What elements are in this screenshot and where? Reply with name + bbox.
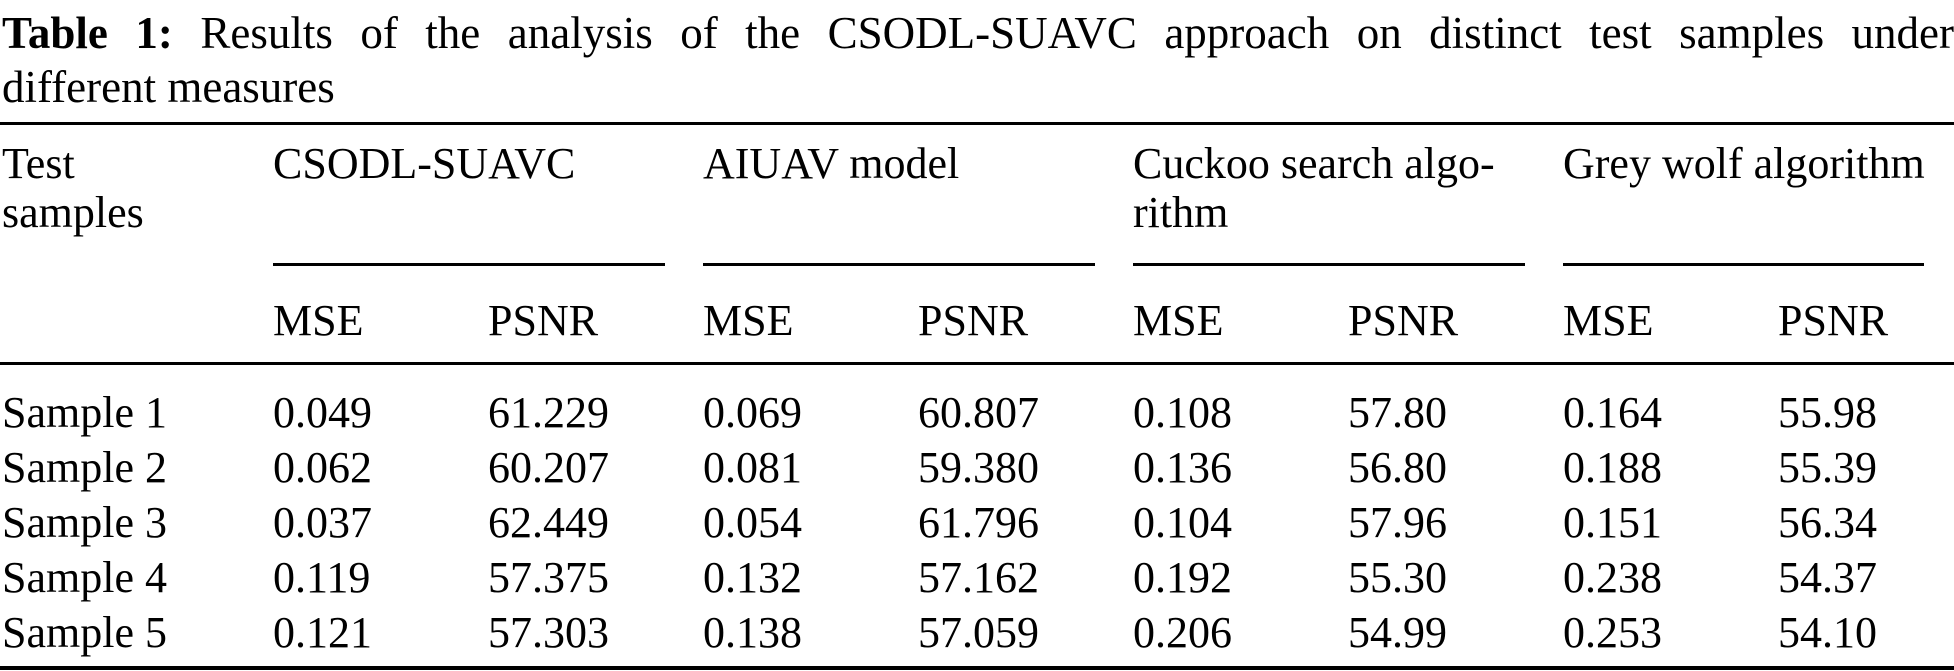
table-cell: 0.164 <box>1563 388 1662 437</box>
table-cell: 57.80 <box>1348 388 1447 437</box>
column-group-aiuav-model: AIUAV model <box>703 125 1133 266</box>
subheader-psnr: PSNR <box>1778 296 1889 345</box>
table-caption-line2: different measures <box>2 62 335 112</box>
measures-header-row: MSE PSNR MSE PSNR MSE PSNR MSE PSNR <box>0 266 1954 365</box>
table-cell: 61.229 <box>488 388 609 437</box>
table-cell: 61.796 <box>918 498 1039 547</box>
table-cell: 59.380 <box>918 443 1039 492</box>
table-cell: 0.121 <box>273 608 372 657</box>
table-cell: 0.192 <box>1133 553 1232 602</box>
column-group-grey-wolf: Grey wolf algorithm <box>1563 125 1954 266</box>
table-cell: 0.069 <box>703 388 802 437</box>
table-caption-line1: Table 1: Results of the analysis of the … <box>2 6 1954 60</box>
row-label: Sample 1 <box>2 388 167 437</box>
subheader-mse: MSE <box>703 296 794 345</box>
table-cell: 0.054 <box>703 498 802 547</box>
table-cell: 0.188 <box>1563 443 1662 492</box>
table-cell: 62.449 <box>488 498 609 547</box>
subheader-mse: MSE <box>1563 296 1654 345</box>
table-cell: 56.34 <box>1778 498 1877 547</box>
table-cell: 0.138 <box>703 608 802 657</box>
table-cell: 0.108 <box>1133 388 1232 437</box>
table-cell: 60.807 <box>918 388 1039 437</box>
row-label: Sample 3 <box>2 498 167 547</box>
column-group-cuckoo-search: Cuckoo search algo­rithm <box>1133 125 1563 266</box>
table-cell: 0.132 <box>703 553 802 602</box>
subheader-mse: MSE <box>1133 296 1224 345</box>
group-underline <box>273 263 665 266</box>
table-cell: 0.206 <box>1133 608 1232 657</box>
table-cell: 57.96 <box>1348 498 1447 547</box>
table-cell: 55.39 <box>1778 443 1877 492</box>
column-header-test-samples: Test samples <box>2 139 144 237</box>
row-label: Sample 5 <box>2 608 167 657</box>
subheader-mse: MSE <box>273 296 364 345</box>
subheader-psnr: PSNR <box>918 296 1029 345</box>
table-cell: 57.375 <box>488 553 609 602</box>
table-cell: 0.104 <box>1133 498 1232 547</box>
table-cell: 54.99 <box>1348 608 1447 657</box>
table-cell: 57.303 <box>488 608 609 657</box>
table-cell: 0.062 <box>273 443 372 492</box>
row-label: Sample 2 <box>2 443 167 492</box>
table-cell: 0.081 <box>703 443 802 492</box>
subheader-psnr: PSNR <box>488 296 599 345</box>
empty-header-cell <box>0 266 273 362</box>
row-label: Sample 4 <box>2 553 167 602</box>
table-cell: 0.049 <box>273 388 372 437</box>
table-cell: 57.162 <box>918 553 1039 602</box>
table-caption-text: Results of the analysis of the CSODL-SUA… <box>200 8 1954 58</box>
table-cell: 57.059 <box>918 608 1039 657</box>
table-cell: 0.119 <box>273 553 371 602</box>
group-underline <box>703 263 1095 266</box>
table-body: Sample 1 0.049 61.229 0.069 60.807 0.108… <box>0 365 1954 666</box>
column-group-csodl-suavc: CSODL-SUAVC <box>273 125 703 266</box>
table-cell: 0.253 <box>1563 608 1662 657</box>
table-caption: Table 1: Results of the analysis of the … <box>2 6 1954 114</box>
group-underline <box>1563 263 1924 266</box>
table-number-label: Table 1: <box>2 8 173 58</box>
table-cell: 55.98 <box>1778 388 1877 437</box>
table-cell: 0.151 <box>1563 498 1662 547</box>
subheader-psnr: PSNR <box>1348 296 1459 345</box>
table-cell: 0.238 <box>1563 553 1662 602</box>
table-cell: 0.136 <box>1133 443 1232 492</box>
table-cell: 0.037 <box>273 498 372 547</box>
table-cell: 60.207 <box>488 443 609 492</box>
group-header-row: Test samples CSODL-SUAVC AIUAV model Cuc… <box>0 125 1954 266</box>
group-underline <box>1133 263 1525 266</box>
table-cell: 54.37 <box>1778 553 1877 602</box>
table-cell: 56.80 <box>1348 443 1447 492</box>
table-cell: 54.10 <box>1778 608 1877 657</box>
results-table: Test samples CSODL-SUAVC AIUAV model Cuc… <box>0 122 1954 670</box>
table-cell: 55.30 <box>1348 553 1447 602</box>
